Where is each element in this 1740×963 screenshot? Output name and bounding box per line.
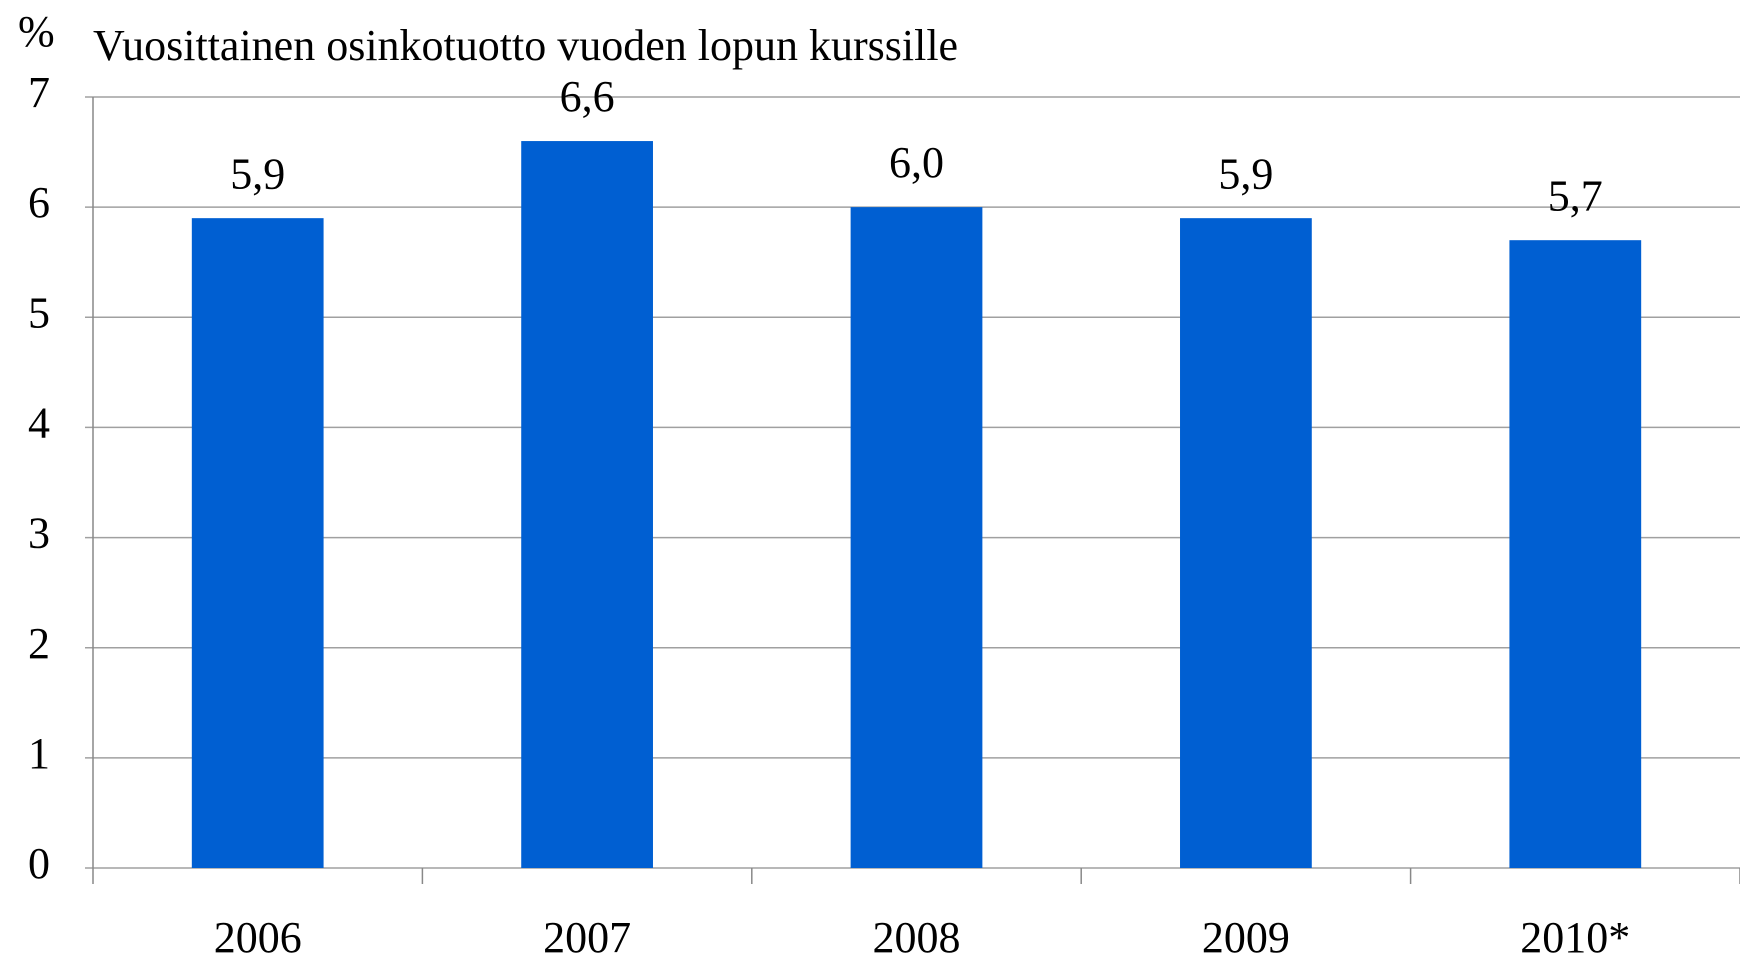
y-tick-label: 6 [28,178,50,227]
x-tick-label: 2008 [873,913,961,962]
y-tick-label: 4 [28,399,50,448]
data-label: 5,9 [1218,149,1273,198]
x-tick-label: 2010* [1520,913,1630,962]
data-label: 6,6 [560,72,615,121]
y-tick-label: 2 [28,619,50,668]
y-tick-label: 0 [28,839,50,888]
y-tick-label: 3 [28,509,50,558]
x-tick-label: 2007 [543,913,631,962]
data-label: 5,9 [230,149,285,198]
bar [1180,218,1312,868]
data-label: 5,7 [1548,171,1603,220]
bar [521,141,653,869]
bar [1509,240,1642,868]
y-tick-label: 5 [28,288,50,337]
bar [850,207,983,869]
y-tick-label: 7 [28,68,50,117]
y-axis-label: % [18,7,55,56]
bar [191,218,324,868]
chart-title: Vuosittainen osinkotuotto vuoden lopun k… [93,21,958,70]
x-tick-label: 2009 [1202,913,1290,962]
y-tick-label: 1 [28,729,50,778]
data-label: 6,0 [889,138,944,187]
x-tick-label: 2006 [214,913,302,962]
